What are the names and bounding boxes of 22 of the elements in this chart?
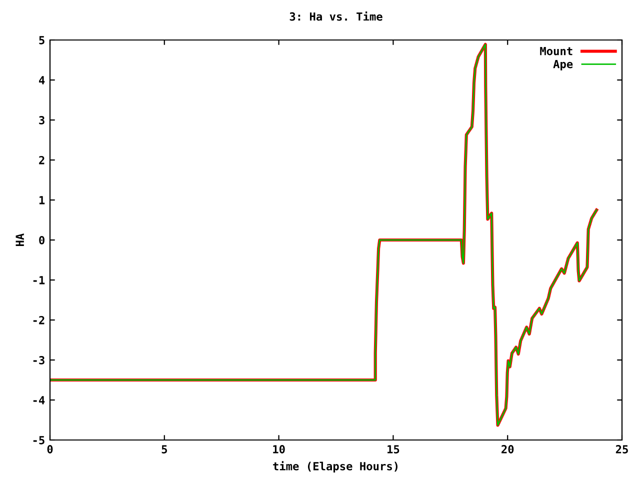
y-tick-label: 2 bbox=[39, 156, 44, 164]
y-tick-label: 0 bbox=[39, 236, 44, 244]
x-tick-label: 20 bbox=[502, 445, 514, 454]
y-tick-label: 5 bbox=[39, 36, 44, 44]
x-tick-label: 15 bbox=[388, 445, 400, 454]
x-axis-title: time (Elapse Hours) bbox=[273, 461, 398, 473]
y-tick-label: -4 bbox=[33, 396, 45, 404]
legend-label: Mount bbox=[540, 47, 572, 56]
y-tick-label: -1 bbox=[33, 276, 45, 284]
y-tick-label: 1 bbox=[39, 196, 45, 204]
x-tick-label: 5 bbox=[162, 445, 167, 454]
y-tick-label: 3 bbox=[39, 116, 44, 124]
chart-title: 3: Ha vs. Time bbox=[290, 12, 382, 21]
x-tick-label: 25 bbox=[616, 445, 628, 454]
y-tick-label: -5 bbox=[33, 436, 44, 444]
x-tick-label: 10 bbox=[273, 445, 285, 454]
y-axis-title: HA bbox=[16, 233, 24, 246]
legend-label: Ape bbox=[553, 60, 573, 70]
x-tick-label: 0 bbox=[47, 445, 53, 454]
y-tick-label: -2 bbox=[33, 316, 44, 324]
y-tick-label: 4 bbox=[39, 76, 45, 84]
y-tick-label: -3 bbox=[33, 356, 44, 364]
